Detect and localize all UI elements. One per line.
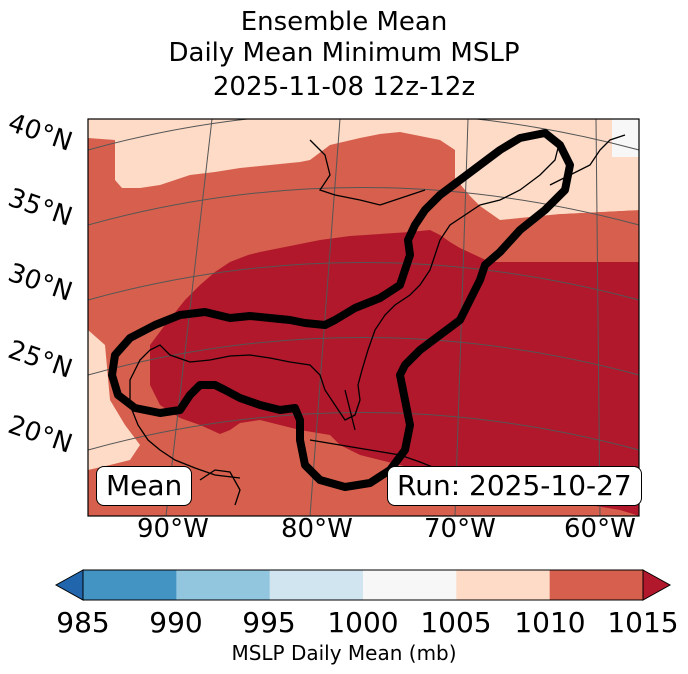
meridian-60w <box>595 119 601 516</box>
lon-label-60w: 60°W <box>564 514 636 544</box>
parallel-20n <box>88 412 639 451</box>
colorbar-tick-1000: 1000 <box>327 606 399 639</box>
title-line-1: Ensemble Mean <box>240 7 448 37</box>
colorbar-segment <box>363 570 457 600</box>
coastline-cuba <box>309 439 441 471</box>
coastline-us-east <box>129 139 561 479</box>
colorbar-segment <box>269 570 364 600</box>
colorbar-tick-1015: 1015 <box>607 606 679 639</box>
map-panel <box>87 118 640 517</box>
lon-label-90w: 90°W <box>137 514 209 544</box>
parallel-35n <box>88 187 639 226</box>
colorbar-segment <box>549 570 644 600</box>
coastline-great-lakes <box>309 139 426 206</box>
colorbar-segment <box>83 570 177 600</box>
meridian-80w <box>309 119 341 516</box>
mslp-fill-1015-plus <box>150 230 639 516</box>
colorbar-tick-995: 995 <box>242 606 296 639</box>
colorbar-tick-990: 990 <box>149 606 203 639</box>
run-date-box: Run: 2025-10-27 <box>387 466 642 506</box>
lon-label-80w: 80°W <box>281 514 353 544</box>
colorbar-frame <box>82 569 644 601</box>
mean-label-box: Mean <box>96 466 193 506</box>
lon-label-70w: 70°W <box>424 514 496 544</box>
colorbar-tick-1010: 1010 <box>514 606 586 639</box>
colorbar-label: MSLP Daily Mean (mb) <box>231 641 457 665</box>
mean-contour <box>108 129 574 491</box>
coastline-florida <box>344 389 356 431</box>
colorbar-segment <box>176 570 271 600</box>
colorbar-tick-985: 985 <box>56 606 110 639</box>
parallel-25n <box>88 337 639 376</box>
title-line-3: 2025-11-08 12z-12z <box>212 72 476 102</box>
map-frame <box>87 118 640 517</box>
colorbar-segment <box>456 570 551 600</box>
parallel-40n <box>88 119 639 151</box>
coastline-yucatan <box>199 469 241 506</box>
mslp-fill-1005-1010-west <box>88 330 140 470</box>
colorbar-extend-low <box>54 569 84 601</box>
title-line-2: Daily Mean Minimum MSLP <box>168 38 520 68</box>
colorbar-extend-high <box>642 569 672 601</box>
parallel-30n <box>88 262 639 301</box>
colorbar-tick-1005: 1005 <box>420 606 492 639</box>
